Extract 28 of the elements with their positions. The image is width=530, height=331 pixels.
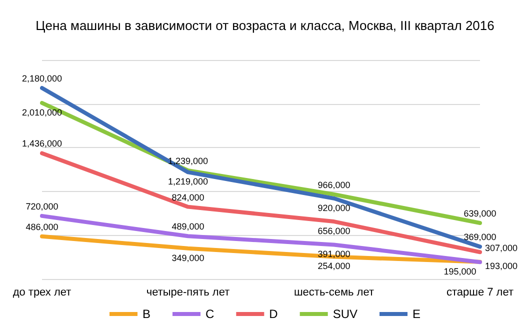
data-label: 195,000 xyxy=(444,266,476,276)
data-label: 193,000 xyxy=(485,261,518,272)
data-label: 489,000 xyxy=(172,222,204,232)
data-label: 656,000 xyxy=(318,226,350,236)
data-label: 824,000 xyxy=(172,192,204,202)
x-tick-label: четыре-пять лет xyxy=(146,286,230,298)
legend-label: C xyxy=(205,307,214,321)
chart-title: Цена машины в зависимости от возраста и класса, Москва, III квартал 2016 xyxy=(36,18,494,33)
data-label: 966,000 xyxy=(318,180,350,190)
legend-label: B xyxy=(142,307,151,321)
data-label: 349,000 xyxy=(172,252,204,263)
legend-label: E xyxy=(412,307,421,321)
data-label: 720,000 xyxy=(26,201,58,212)
data-label: 369,000 xyxy=(464,232,496,242)
data-label: 639,000 xyxy=(464,208,496,219)
data-label: 1,436,000 xyxy=(22,138,62,149)
data-label: 486,000 xyxy=(26,222,58,232)
data-label: 2,180,000 xyxy=(22,74,62,84)
legend-label: D xyxy=(269,307,278,321)
legend-label: SUV xyxy=(332,307,358,321)
data-label: 254,000 xyxy=(318,261,350,272)
data-label: 307,000 xyxy=(485,243,518,254)
x-tick-label: старше 7 лет xyxy=(446,286,514,298)
x-tick-label: шесть-семь лет xyxy=(294,286,374,298)
data-label: 2,010,000 xyxy=(22,107,62,118)
data-label: 1,219,000 xyxy=(168,176,208,187)
data-label: 920,000 xyxy=(318,202,350,213)
x-tick-label: до трех лет xyxy=(12,286,72,298)
